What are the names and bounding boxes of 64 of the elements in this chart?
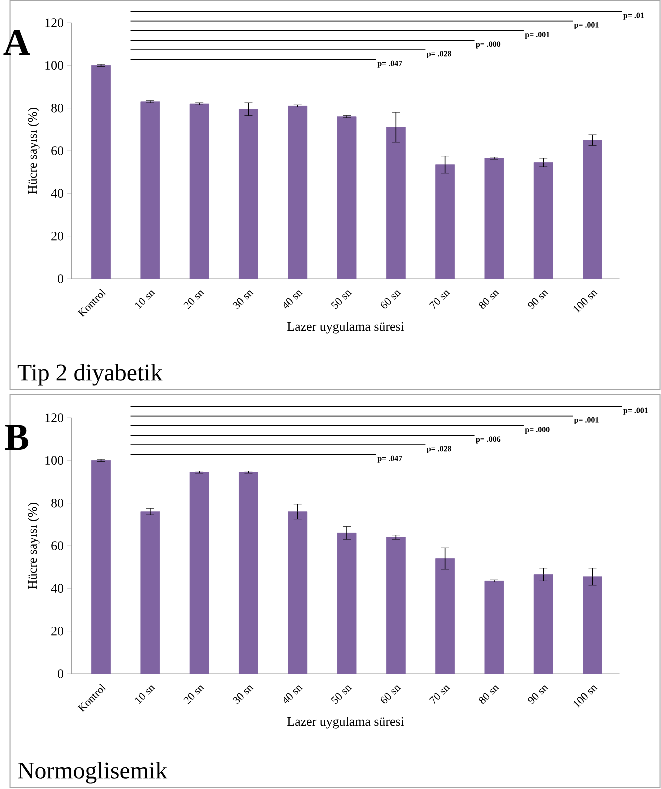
x-tick-label: 60 sn bbox=[381, 686, 402, 704]
text: Tip 2 diyabetik bbox=[18, 364, 163, 386]
x-tick-label: 50 sn bbox=[331, 686, 352, 704]
y-tick-label: 60 bbox=[52, 542, 64, 550]
bar bbox=[288, 512, 308, 674]
bar bbox=[484, 158, 504, 280]
y-tick-label: 40 bbox=[51, 584, 64, 594]
bar bbox=[582, 140, 602, 280]
bar bbox=[337, 532, 357, 674]
bar bbox=[534, 162, 554, 280]
x-tick-label: 10 sn bbox=[135, 290, 156, 310]
y-tick-label: 0 bbox=[58, 274, 64, 284]
bar bbox=[484, 580, 504, 674]
y-tick-label: 40 bbox=[51, 189, 64, 198]
chart-title: B bbox=[4, 425, 28, 450]
y-tick-label: 120 bbox=[46, 414, 64, 422]
y-tick-label: 80 bbox=[51, 498, 64, 508]
x-tick-label: 100 sn bbox=[574, 686, 598, 708]
x-axis-title: Lazer uygulama süresi bbox=[287, 717, 404, 729]
y-tick-label: 60 bbox=[52, 146, 64, 156]
bar bbox=[534, 574, 554, 674]
x-tick-label: 30 sn bbox=[232, 290, 254, 310]
x-tick-label: 30 sn bbox=[232, 686, 254, 704]
x-axis-title: Lazer uygulama süresi bbox=[287, 322, 404, 334]
bar bbox=[386, 127, 406, 280]
bar bbox=[337, 116, 357, 280]
y-axis-title: Hücre sayısı (%) bbox=[28, 108, 40, 194]
x-tick-label: 20 sn bbox=[184, 686, 204, 705]
x-tick-label: 50 sn bbox=[331, 290, 352, 310]
y-tick-label: 0 bbox=[58, 670, 64, 678]
x-tick-label: 90 sn bbox=[528, 686, 549, 704]
y-axis-title: Hücre sayısı (%) bbox=[28, 503, 40, 590]
y-tick-label: 100 bbox=[46, 61, 64, 70]
chart-title: A bbox=[4, 30, 30, 56]
x-tick-label: 80 sn bbox=[478, 290, 500, 309]
y-tick-label: 100 bbox=[46, 456, 64, 466]
text: Normoglisemik bbox=[18, 762, 168, 784]
bar bbox=[91, 460, 111, 674]
y-tick-label: 80 bbox=[51, 104, 64, 113]
bar bbox=[140, 102, 160, 280]
bar bbox=[386, 537, 406, 674]
bar bbox=[582, 576, 602, 674]
bar bbox=[238, 472, 258, 674]
x-tick-label: 70 sn bbox=[429, 686, 450, 704]
bar bbox=[190, 472, 210, 674]
y-tick-label: 20 bbox=[52, 626, 64, 636]
bar bbox=[435, 164, 455, 280]
bar bbox=[435, 558, 455, 674]
x-tick-label: 80 sn bbox=[478, 686, 500, 704]
bar bbox=[140, 512, 160, 674]
x-tick-label: 10 sn bbox=[135, 686, 156, 704]
x-tick-label: 60 sn bbox=[381, 290, 402, 309]
bar bbox=[238, 109, 258, 280]
x-tick-label: 40 sn bbox=[284, 686, 303, 704]
x-tick-label: 100 sn bbox=[574, 290, 598, 314]
bar bbox=[288, 106, 308, 280]
x-tick-label: 20 sn bbox=[184, 290, 204, 310]
x-tick-label: 70 sn bbox=[429, 290, 450, 310]
y-tick-label: 20 bbox=[52, 232, 64, 241]
bar bbox=[91, 65, 111, 280]
bar bbox=[190, 104, 210, 280]
y-tick-label: 120 bbox=[46, 18, 64, 28]
x-tick-label: 90 sn bbox=[528, 290, 549, 310]
x-tick-label: 40 sn bbox=[284, 290, 303, 309]
